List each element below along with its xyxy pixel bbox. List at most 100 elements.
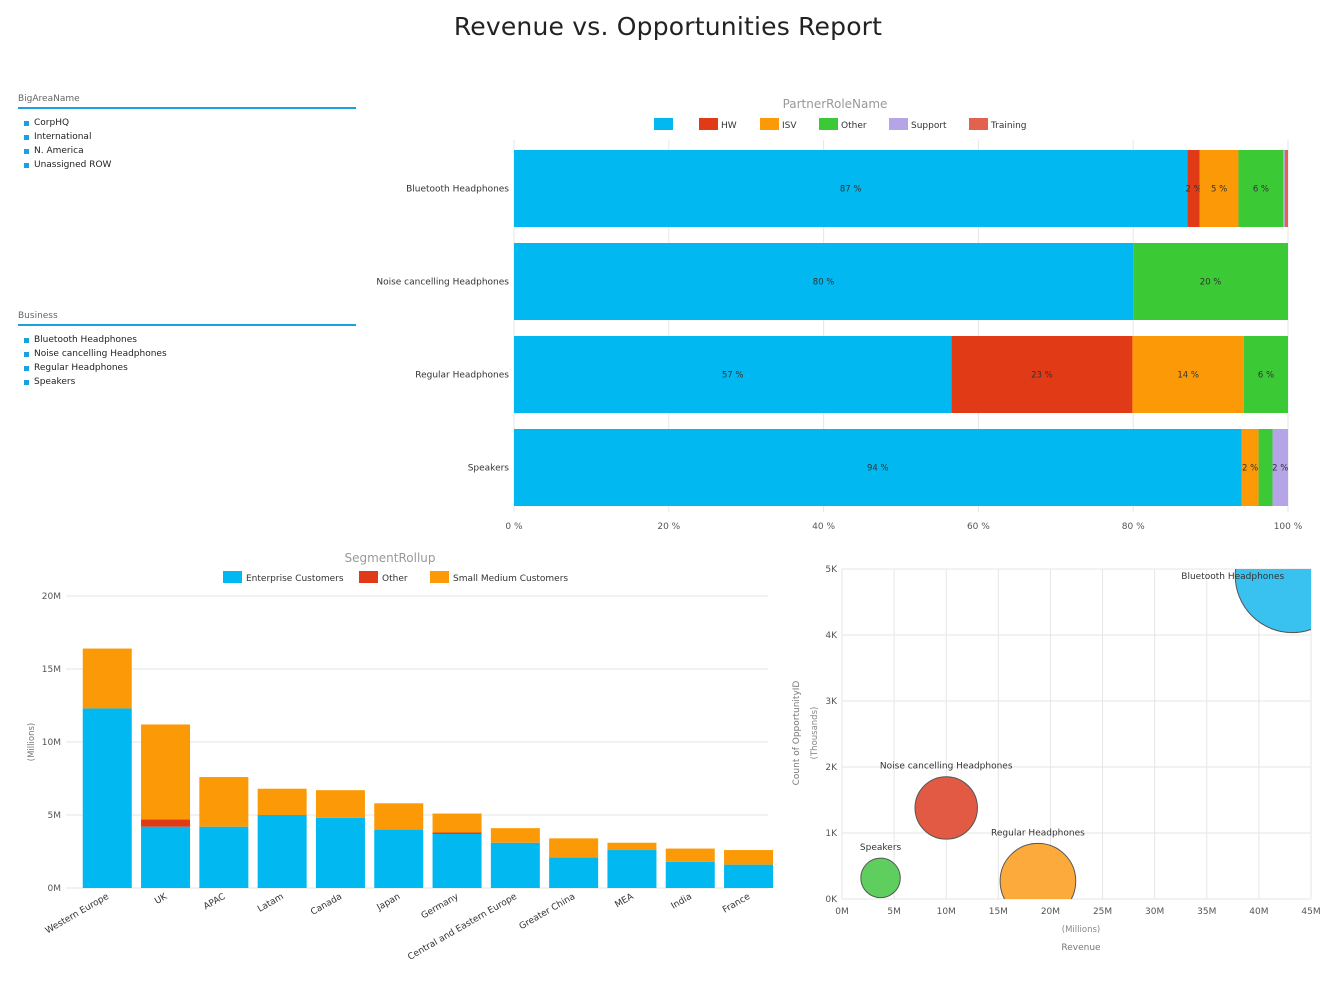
slicer-item-speakers[interactable]: Speakers bbox=[18, 375, 356, 389]
slicer-list: Bluetooth Headphones Noise cancelling He… bbox=[18, 333, 356, 389]
x-tick-label: 40M bbox=[1249, 907, 1268, 917]
column-segment bbox=[141, 819, 191, 827]
column-segment bbox=[141, 724, 191, 820]
bar-segment bbox=[1284, 150, 1288, 227]
slicer-item-corphq[interactable]: CorpHQ bbox=[18, 116, 356, 130]
x-tick-label: 15M bbox=[989, 907, 1008, 917]
column-segment bbox=[549, 838, 599, 858]
column-segment bbox=[490, 828, 540, 843]
y-axis-label: (Millions) bbox=[27, 723, 37, 761]
x-tick-label: Central and Eastern Europe bbox=[406, 892, 519, 963]
bar-segment bbox=[1258, 429, 1273, 506]
x-tick-label: 45M bbox=[1301, 907, 1320, 917]
slicer-item-label: Unassigned ROW bbox=[34, 160, 112, 170]
bubble-label: Bluetooth Headphones bbox=[1181, 572, 1284, 582]
slicer-item-label: Regular Headphones bbox=[34, 363, 128, 373]
slicer-bigareaname[interactable]: BigAreaName CorpHQ International N. Amer… bbox=[18, 94, 356, 172]
x-tick-label: India bbox=[670, 892, 694, 912]
column-segment bbox=[724, 850, 774, 865]
data-label: 57 % bbox=[722, 371, 744, 381]
data-label: 87 % bbox=[840, 185, 862, 195]
data-label: 6 % bbox=[1258, 371, 1274, 381]
column-segment bbox=[257, 788, 307, 815]
slicer-item-n-america[interactable]: N. America bbox=[18, 144, 356, 158]
y-axis-sublabel: (Thousands) bbox=[810, 707, 820, 760]
slicer-item-label: Noise cancelling Headphones bbox=[34, 349, 167, 359]
data-label: 6 % bbox=[1253, 185, 1269, 195]
x-tick-label: 10M bbox=[937, 907, 956, 917]
y-axis-label: Count of OpportunityID bbox=[792, 681, 802, 786]
data-label: 94 % bbox=[867, 464, 889, 474]
bubble-noise-cancelling-headphones[interactable] bbox=[914, 776, 978, 840]
slicer-header: Business bbox=[18, 311, 356, 326]
data-label: 2 % bbox=[1242, 464, 1258, 474]
x-axis-label: Revenue bbox=[1061, 943, 1101, 953]
bar-segment bbox=[951, 336, 1133, 413]
bubble-bluetooth-headphones[interactable] bbox=[1234, 519, 1336, 634]
legend-swatch-support bbox=[889, 118, 908, 130]
slicer-item-unassigned-row[interactable]: Unassigned ROW bbox=[18, 158, 356, 172]
y-tick-label: 5M bbox=[48, 811, 62, 821]
y-tick-label: 0K bbox=[825, 895, 838, 905]
slicer-item-label: Bluetooth Headphones bbox=[34, 335, 137, 345]
slicer-list: CorpHQ International N. America Unassign… bbox=[18, 116, 356, 172]
slicer-item-bluetooth-headphones[interactable]: Bluetooth Headphones bbox=[18, 333, 356, 347]
bar-segment bbox=[1272, 429, 1288, 506]
column-segment bbox=[315, 817, 365, 888]
column-segment bbox=[257, 815, 307, 888]
legend-swatch-small-medium-customers bbox=[430, 571, 449, 583]
data-label: 23 % bbox=[1031, 371, 1053, 381]
slicer-item-noise-cancelling-headphones[interactable]: Noise cancelling Headphones bbox=[18, 347, 356, 361]
x-tick-label: 20M bbox=[1041, 907, 1060, 917]
x-tick-label: 30M bbox=[1145, 907, 1164, 917]
partner-role-bar-chart[interactable]: PartnerRoleName HW ISV Other Support Training… bbox=[376, 97, 1302, 532]
bar-segment bbox=[1283, 150, 1285, 227]
column-segment bbox=[141, 826, 191, 888]
data-label: 14 % bbox=[1177, 371, 1199, 381]
legend-label-isv: ISV bbox=[782, 121, 797, 131]
y-tick-label: 3K bbox=[825, 697, 838, 707]
bar-segment bbox=[514, 336, 952, 413]
data-label: 20 % bbox=[1200, 278, 1222, 288]
y-tick-label: Speakers bbox=[468, 464, 510, 474]
x-tick-label: France bbox=[721, 892, 752, 916]
column-segment bbox=[549, 857, 599, 888]
x-tick-label: 5M bbox=[887, 907, 901, 917]
chart-title: PartnerRoleName bbox=[783, 97, 888, 111]
column-segment bbox=[665, 861, 715, 888]
bar-segment bbox=[1199, 150, 1239, 227]
bubble-speakers[interactable] bbox=[860, 857, 901, 899]
slicer-item-international[interactable]: International bbox=[18, 130, 356, 144]
bullet-icon bbox=[24, 380, 29, 385]
bar-segment bbox=[1238, 150, 1284, 227]
slicer-header: BigAreaName bbox=[18, 94, 356, 109]
column-segment bbox=[82, 648, 132, 709]
legend-label-support: Support bbox=[911, 121, 947, 131]
x-tick-label: 40 % bbox=[812, 522, 835, 532]
data-label: 2 % bbox=[1272, 464, 1288, 474]
column-segment bbox=[724, 864, 774, 888]
chart-title: SegmentRollup bbox=[344, 551, 435, 565]
bullet-icon bbox=[24, 149, 29, 154]
bullet-icon bbox=[24, 121, 29, 126]
bubble-regular-headphones[interactable] bbox=[999, 842, 1077, 919]
y-tick-label: Bluetooth Headphones bbox=[406, 185, 509, 195]
bar-segment bbox=[1187, 150, 1200, 227]
data-label: 5 % bbox=[1211, 185, 1227, 195]
x-tick-label: Japan bbox=[375, 892, 403, 914]
x-tick-label: Western Europe bbox=[44, 892, 111, 937]
legend-swatch-enterprise-customers bbox=[223, 571, 242, 583]
column-segment bbox=[607, 850, 657, 888]
slicer-item-regular-headphones[interactable]: Regular Headphones bbox=[18, 361, 356, 375]
bar-segment bbox=[1241, 429, 1259, 506]
x-tick-label: MEA bbox=[613, 892, 636, 911]
data-label: 2 % bbox=[1185, 185, 1201, 195]
y-tick-label: 15M bbox=[42, 665, 61, 675]
legend-label-other: Other bbox=[841, 121, 867, 131]
slicer-business[interactable]: Business Bluetooth Headphones Noise canc… bbox=[18, 311, 356, 389]
slicer-item-label: Speakers bbox=[34, 377, 76, 387]
bullet-icon bbox=[24, 163, 29, 168]
x-tick-label: 0M bbox=[835, 907, 849, 917]
revenue-opportunity-bubble-chart[interactable]: 0M 5M 10M 15M 20M 25M 30M 35M 40M 45M 0K 1K 2K 3K 4K 5K… bbox=[792, 519, 1336, 953]
